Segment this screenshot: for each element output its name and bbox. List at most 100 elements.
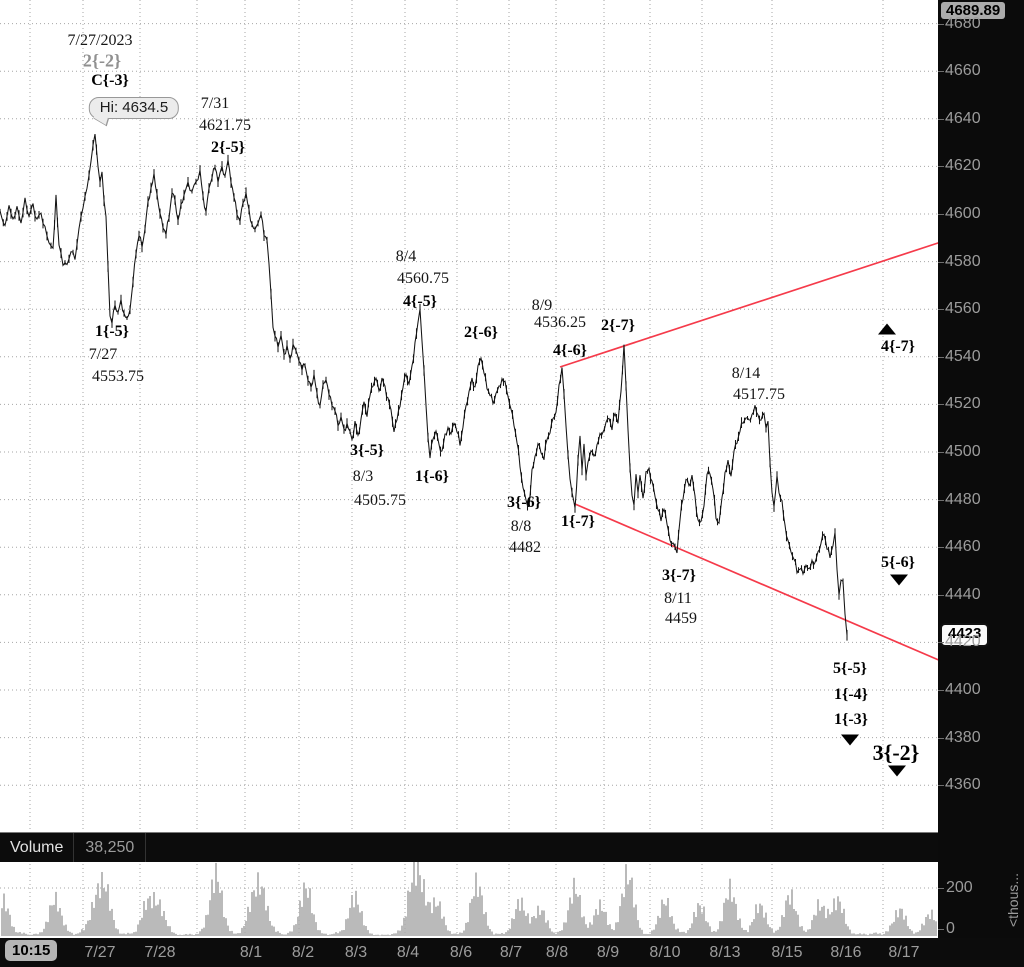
price-tick-label: 4540	[945, 347, 981, 365]
wave-label[interactable]: C{-3}	[91, 72, 129, 89]
volume-tick-mark	[938, 929, 944, 930]
date-price-label[interactable]: 4536.25	[534, 314, 586, 331]
price-tick-label: 4660	[945, 62, 981, 80]
wave-label[interactable]: 1{-4}	[834, 686, 868, 703]
time-tick-label: 8/10	[649, 943, 681, 961]
time-tick-label: 8/15	[771, 943, 803, 961]
date-price-label[interactable]: 8/11	[664, 590, 692, 607]
volume-series[interactable]	[1, 858, 937, 936]
wave-label[interactable]: 1{-3}	[834, 711, 868, 728]
wave-label[interactable]: 3{-7}	[662, 567, 696, 584]
time-tick-label: 8/2	[291, 943, 315, 961]
wave-label[interactable]: 2{-2}	[82, 50, 122, 71]
price-axis[interactable]: 4689.89 4423 <thous... 4680 4660 4640 4620 4…	[938, 0, 1024, 967]
price-tick-label: 4580	[945, 252, 981, 270]
time-axis[interactable]: 10:15 7/27 7/28 8/1 8/2 8/3 8/4 8/6 8/7 8/8 8/9 8/…	[0, 938, 1024, 967]
wave-label[interactable]: 5{-5}	[833, 660, 867, 677]
price-tick-label: 4560	[945, 300, 981, 318]
price-series[interactable]	[0, 134, 848, 641]
time-tick-label: 8/3	[344, 943, 368, 961]
chart-canvas[interactable]	[0, 0, 942, 938]
wave-label[interactable]: 3{-6}	[507, 494, 541, 511]
price-tick-mark	[938, 118, 944, 120]
price-tick-mark	[938, 404, 944, 406]
price-tick-mark	[938, 737, 944, 739]
date-price-label[interactable]: 4505.75	[354, 492, 406, 509]
date-price-label[interactable]: 4482	[509, 539, 541, 556]
date-price-label[interactable]: 7/31	[200, 95, 230, 112]
date-price-label[interactable]: 8/4	[395, 248, 417, 265]
price-tick-mark	[938, 261, 944, 263]
wave-label[interactable]: 4{-6}	[553, 342, 587, 359]
price-tick-mark	[938, 785, 944, 787]
date-price-label[interactable]: 4560.75	[397, 270, 449, 287]
price-tick-mark	[938, 166, 944, 168]
time-tick-label: 8/17	[888, 943, 920, 961]
wave-label[interactable]: 4{-5}	[403, 293, 437, 310]
date-price-label[interactable]: 7/27/2023	[67, 32, 133, 49]
volume-pane-title: Volume	[10, 838, 64, 856]
time-tick-label: 8/9	[596, 943, 620, 961]
volume-unit-label: <thous...	[1005, 872, 1021, 928]
time-tick-label: 8/1	[239, 943, 263, 961]
wave-label[interactable]: 1{-5}	[95, 323, 129, 340]
date-price-label[interactable]: 4553.75	[92, 368, 144, 385]
price-tick-mark	[938, 594, 944, 596]
wave-label[interactable]: 3{-5}	[350, 442, 384, 459]
wave-label[interactable]: 5{-6}	[881, 554, 915, 571]
price-tick-mark	[938, 499, 944, 501]
volume-tick-label: 200	[946, 879, 973, 896]
volume-pane-header[interactable]: Volume 38,250	[0, 832, 938, 862]
price-tick-mark	[938, 452, 944, 453]
date-price-label[interactable]: 8/9	[531, 297, 553, 314]
wave-label[interactable]: 2{-5}	[211, 139, 245, 156]
wave-label[interactable]: 2{-6}	[464, 324, 498, 341]
date-price-label[interactable]: 8/3	[352, 468, 374, 485]
price-tick-mark	[938, 356, 944, 358]
time-tick-label: 8/6	[449, 943, 473, 961]
price-tick-mark	[938, 71, 944, 73]
volume-tick-mark	[938, 888, 944, 889]
date-price-label[interactable]: 4459	[665, 610, 697, 627]
price-tick-label: 4620	[945, 157, 981, 175]
arrow-marker-up-icon[interactable]	[878, 323, 896, 335]
wave-label[interactable]: 4{-7}	[881, 338, 915, 355]
time-tick-label: 8/4	[396, 943, 420, 961]
time-tick-label: 8/16	[830, 943, 862, 961]
arrow-marker-down-icon[interactable]	[841, 734, 859, 746]
price-tick-label: 4360	[945, 776, 981, 794]
date-price-label[interactable]: 7/27	[88, 346, 118, 363]
date-price-label[interactable]: 8/8	[510, 518, 532, 535]
arrow-marker-down-icon[interactable]	[888, 765, 906, 777]
volume-value: 38,250	[85, 838, 135, 856]
time-tick-label: 7/27	[84, 943, 116, 961]
wave-label[interactable]: 3{-2}	[872, 740, 920, 765]
price-tick-mark	[938, 23, 944, 25]
price-tick-label: 4600	[945, 205, 981, 222]
session-high-readout: 4689.89	[941, 2, 1006, 19]
wave-label[interactable]: 2{-7}	[601, 317, 635, 334]
wave-label[interactable]: 1{-6}	[415, 468, 449, 485]
time-tick-label: 8/13	[709, 943, 741, 961]
high-price-callout[interactable]: Hi: 4634.5	[88, 97, 180, 127]
date-price-label[interactable]: 8/14	[731, 365, 761, 382]
price-tick-label: 4680	[945, 14, 981, 32]
current-time-label: 10:15	[5, 940, 58, 961]
divider	[145, 833, 147, 862]
price-tick-label: 4520	[945, 395, 981, 413]
price-tick-mark	[938, 214, 944, 215]
arrow-marker-down-icon[interactable]	[890, 574, 908, 586]
price-tick-label: 4420	[945, 633, 981, 651]
price-tick-label: 4480	[945, 490, 981, 508]
divider	[73, 833, 75, 862]
date-price-label[interactable]: 4517.75	[733, 386, 785, 403]
time-tick-label: 8/7	[499, 943, 523, 961]
price-tick-label: 4460	[945, 538, 981, 556]
descending-trendline[interactable]	[574, 503, 942, 662]
time-tick-label: 8/8	[545, 943, 569, 961]
price-tick-label: 4500	[945, 443, 981, 460]
wave-label[interactable]: 1{-7}	[561, 513, 595, 530]
date-price-label[interactable]: 4621.75	[199, 117, 251, 134]
price-tick-label: 4440	[945, 585, 981, 603]
